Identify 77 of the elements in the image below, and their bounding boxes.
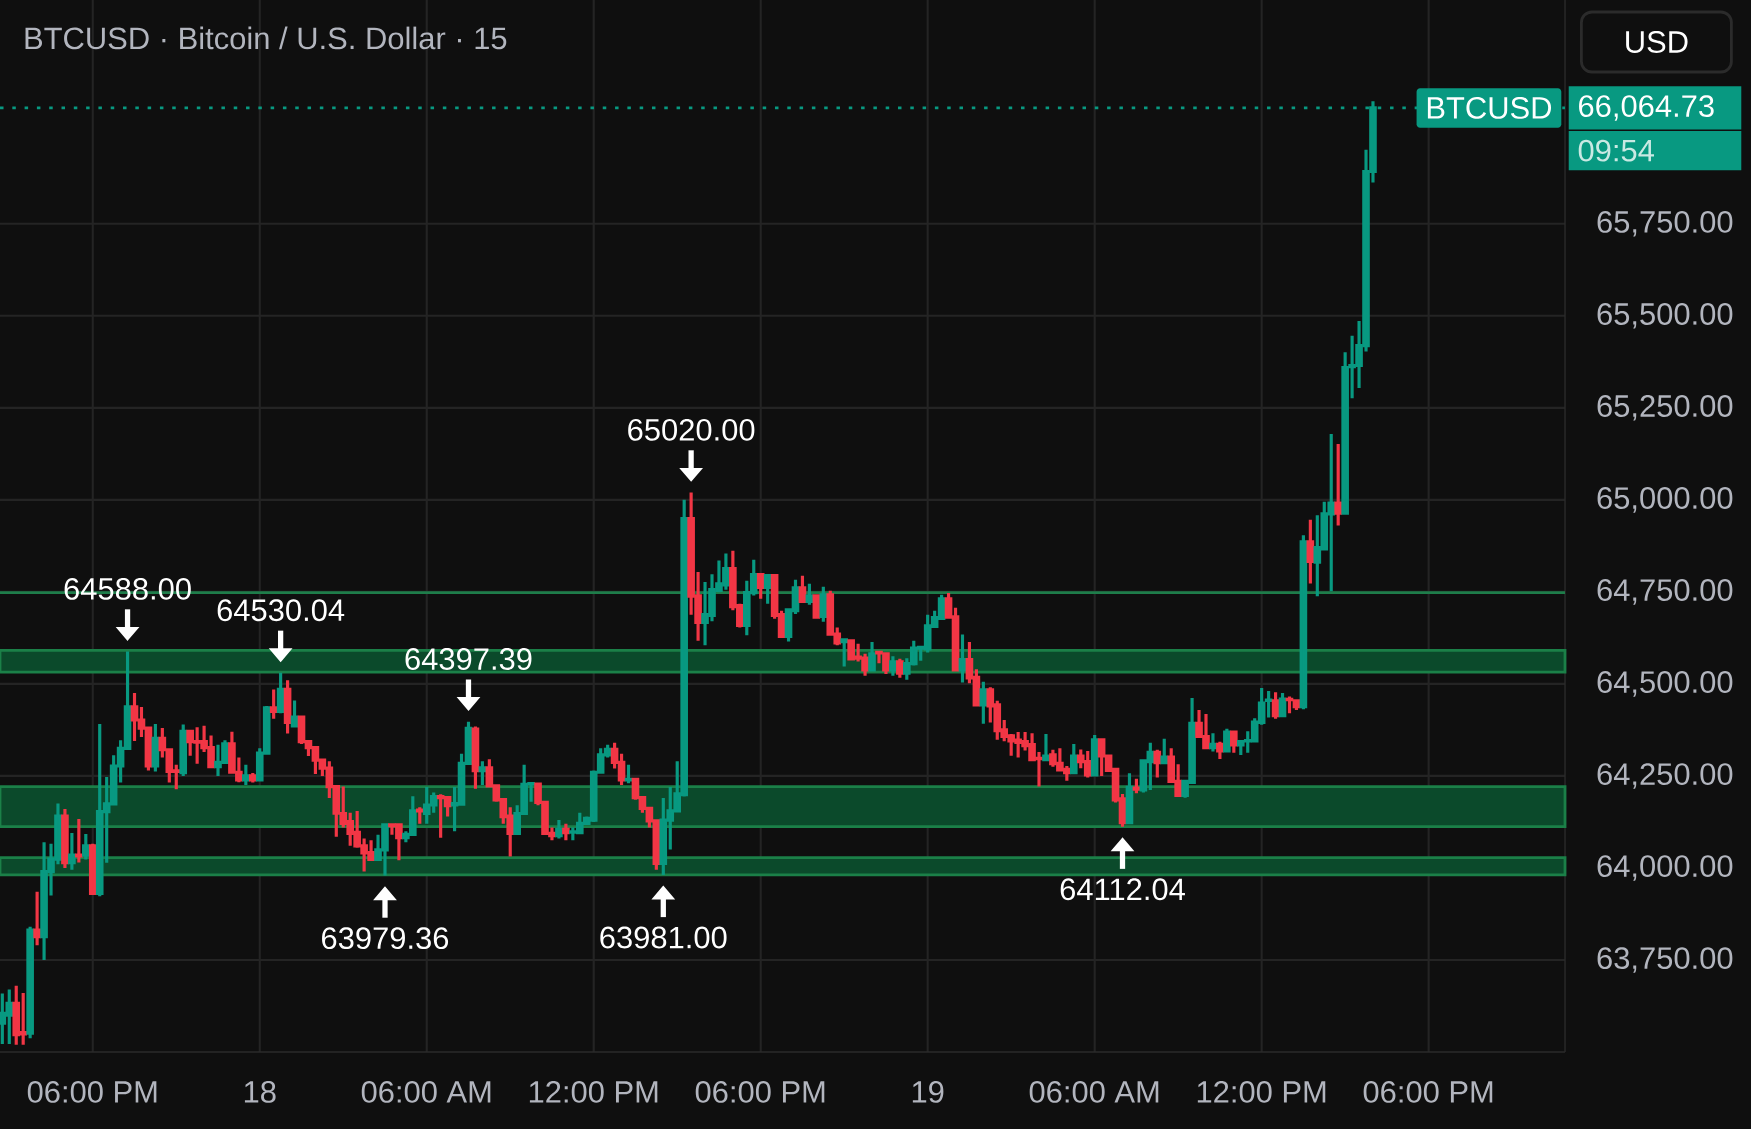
annotation: 64588.00 <box>64 577 191 600</box>
candlestick <box>763 572 772 606</box>
candlestick <box>889 654 897 678</box>
candlestick <box>290 698 299 729</box>
candlestick <box>958 632 967 685</box>
x-tick-label: 12:00 PM <box>1197 1080 1326 1103</box>
ref-line-label: 66,064.73 <box>1579 95 1714 121</box>
annotation: 63981.00 <box>600 926 727 949</box>
candlestick <box>1090 733 1099 778</box>
text: BTCUSD · Bitcoin / U.S. Dollar · 15 <box>25 26 507 50</box>
candlestick <box>840 637 849 669</box>
candlestick <box>555 818 563 841</box>
text: 09:54 <box>1578 139 1654 162</box>
candlestick <box>82 832 90 862</box>
candlestick <box>624 763 633 785</box>
x-tick-label: 06:00 PM <box>27 1080 157 1103</box>
candlestick <box>269 687 278 721</box>
y-tick-label: 64,250.00 <box>1597 763 1733 789</box>
annotation: BTCUSD <box>1427 96 1552 119</box>
candlestick <box>26 925 34 1040</box>
candlestick <box>415 805 424 826</box>
candlestick <box>562 822 570 842</box>
candlestick <box>1153 748 1162 779</box>
candlestick <box>1306 518 1315 585</box>
annotation: 65020.00 <box>628 418 755 441</box>
candlestick <box>1223 727 1231 754</box>
y-tick-label: 63,750.00 <box>1597 947 1733 973</box>
x-tick-label: 06:00 PM <box>695 1080 825 1103</box>
candlestick <box>1160 737 1169 766</box>
candlestick <box>1125 771 1134 825</box>
y-tick-label: 64,500.00 <box>1597 671 1733 697</box>
candlestick <box>276 671 285 715</box>
candlestick <box>979 680 988 726</box>
y-tick-label: 64,750.00 <box>1597 579 1733 605</box>
candlestick <box>1299 533 1308 711</box>
annotation: 64112.04 <box>1060 878 1185 901</box>
candlestick <box>1278 691 1287 718</box>
candlestick <box>151 722 160 774</box>
x-tick-label: 06:00 PM <box>1363 1080 1493 1103</box>
candlestick <box>68 831 76 872</box>
candlestick <box>868 640 876 673</box>
annotation: 64530.04 <box>217 599 345 622</box>
x-tick-label: 06:00 AM <box>361 1080 491 1103</box>
candlestick <box>75 817 83 864</box>
x-tick-label: 19 <box>912 1080 944 1103</box>
y-tick-label: 65,250.00 <box>1597 395 1733 421</box>
candlestick <box>248 771 257 785</box>
candlestick <box>33 890 41 947</box>
candlestick <box>1271 690 1280 721</box>
text: USD <box>1626 31 1688 53</box>
candlestick <box>756 571 765 601</box>
annotation: 64397.39 <box>405 648 532 670</box>
y-tick-label: 65,750.00 <box>1597 210 1733 237</box>
candlestick <box>1230 729 1238 755</box>
y-tick-label: 65,000.00 <box>1597 487 1733 513</box>
candlestick <box>896 657 904 680</box>
candlestick <box>283 678 292 736</box>
candlestick <box>812 593 821 621</box>
candlestick <box>1069 742 1078 775</box>
candlestick <box>805 582 814 607</box>
annotation: 63979.36 <box>322 927 449 950</box>
candlestick <box>88 842 97 896</box>
candlestick <box>1334 442 1342 528</box>
candlestick <box>1132 777 1141 795</box>
candlestick <box>478 759 487 787</box>
candlestick <box>798 574 807 604</box>
y-tick-label: 64,000.00 <box>1597 855 1733 881</box>
x-tick-label: 06:00 AM <box>1029 1080 1159 1103</box>
candlestick <box>61 807 69 870</box>
x-tick-label: 18 <box>244 1080 276 1103</box>
x-tick-label: 12:00 PM <box>529 1080 658 1103</box>
candlestick <box>1042 732 1050 763</box>
candlestick <box>179 722 188 778</box>
y-tick-label: 65,500.00 <box>1597 303 1733 329</box>
candlestick <box>242 763 250 787</box>
candlestick <box>1209 731 1217 754</box>
candlestick <box>471 725 480 791</box>
